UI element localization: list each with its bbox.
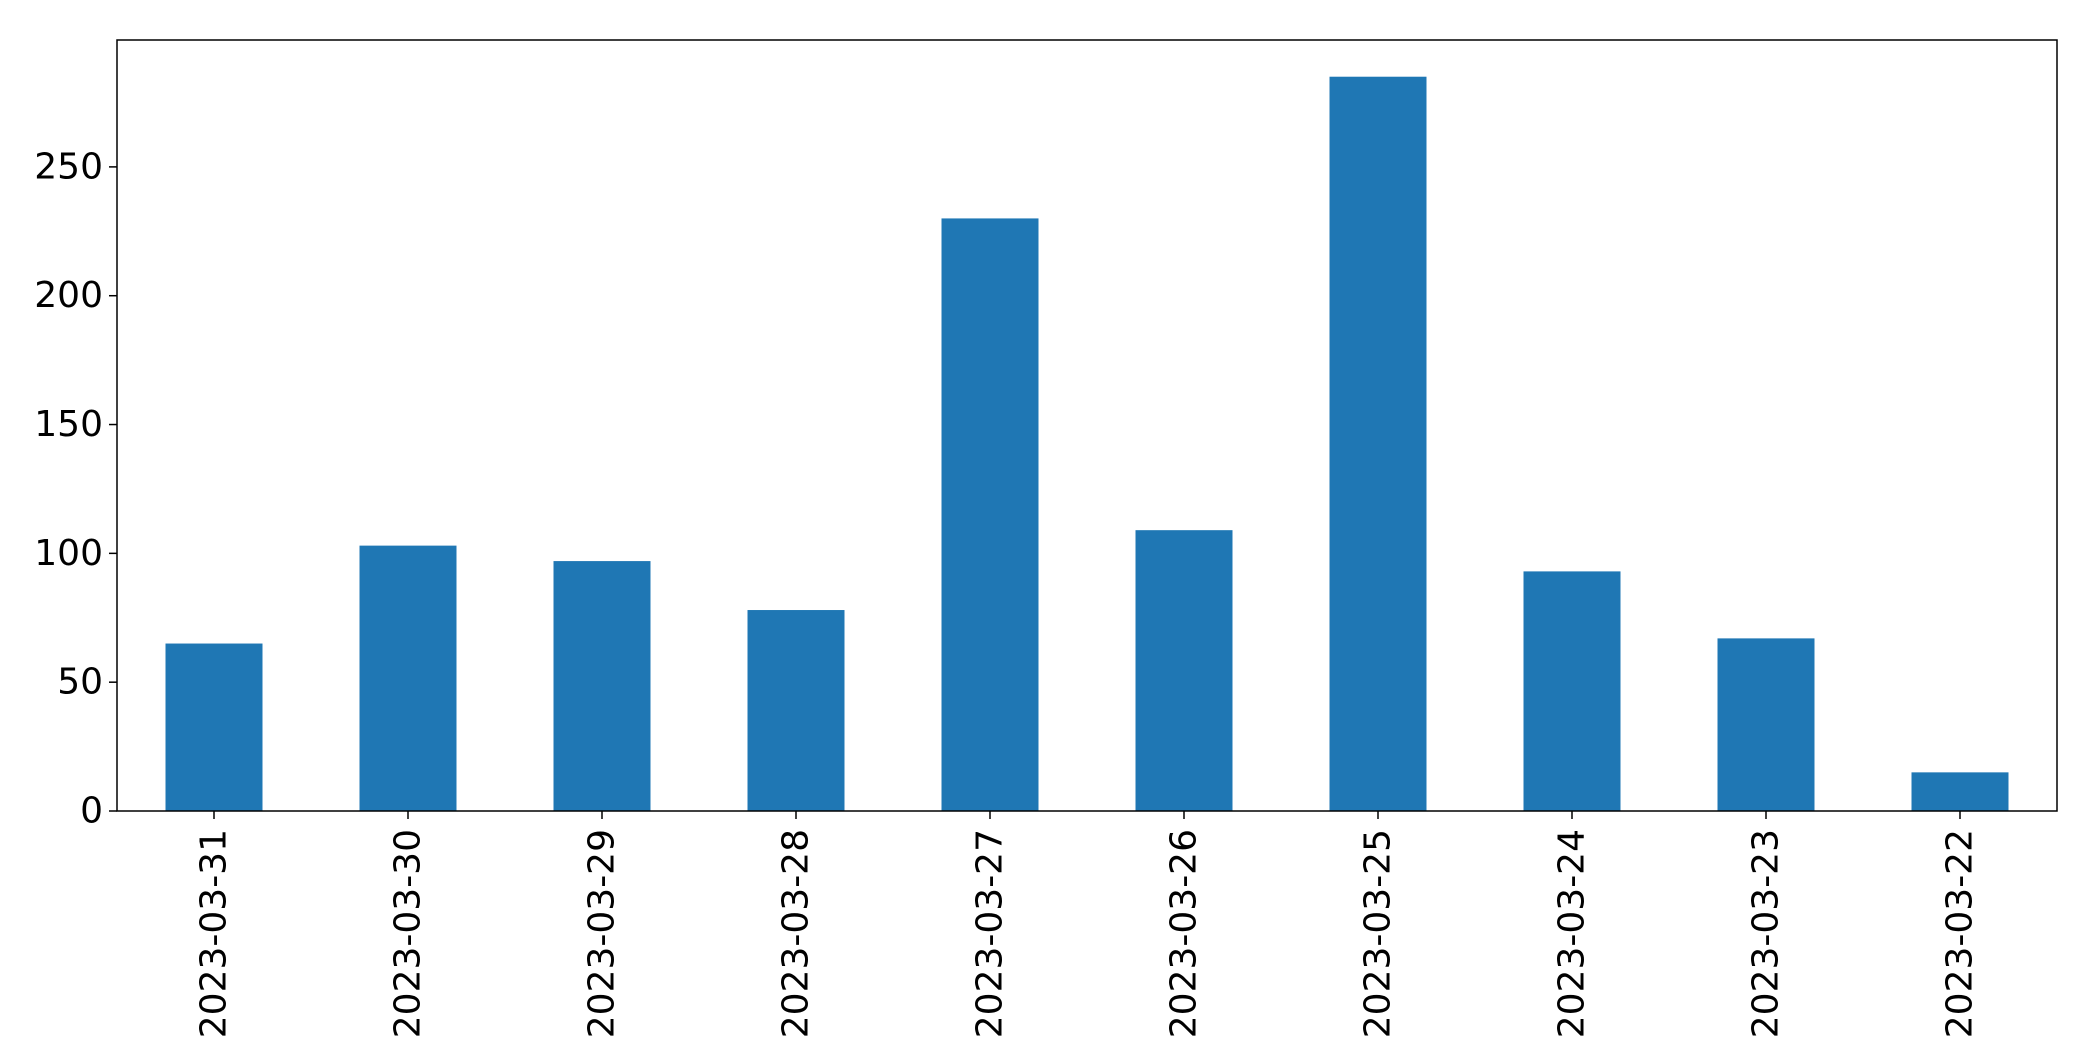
y-tick-label: 200 [34,275,103,316]
bar-2023-03-31 [165,643,263,811]
x-tick-label: 2023-03-29 [582,829,623,1038]
bar-2023-03-30 [359,545,457,811]
x-tick-label: 2023-03-22 [1940,829,1981,1038]
x-tick-label: 2023-03-24 [1552,829,1593,1038]
x-axis: 2023-03-31 2023-03-30 2023-03-29 2023-03-28… [194,811,1981,1038]
bar-2023-03-28 [747,610,845,811]
bar-2023-03-26 [1135,530,1233,811]
x-tick-label: 2023-03-26 [1164,829,1205,1038]
plot-frame [116,39,2058,812]
y-tick-label: 150 [34,404,103,445]
x-tick-label: 2023-03-23 [1746,829,1787,1038]
x-tick-label: 2023-03-28 [776,829,817,1038]
bar-2023-03-23 [1717,638,1815,811]
bars-group [165,76,2009,811]
y-tick-label: 0 [80,791,103,832]
y-tick-label: 100 [34,533,103,574]
y-tick-label: 50 [57,662,103,703]
x-tick-label: 2023-03-27 [970,829,1011,1038]
bar-2023-03-29 [553,561,651,811]
y-tick-label: 250 [34,146,103,187]
bar-2023-03-22 [1911,772,2009,811]
x-tick-label: 2023-03-30 [388,829,429,1038]
x-tick-label: 2023-03-25 [1358,829,1399,1038]
x-tick-label: 2023-03-31 [194,829,235,1038]
bar-2023-03-27 [941,218,1039,811]
bar-2023-03-25 [1329,76,1427,811]
y-axis: 0 50 100 150 200 250 [34,146,117,832]
bar-2023-03-24 [1523,571,1621,811]
